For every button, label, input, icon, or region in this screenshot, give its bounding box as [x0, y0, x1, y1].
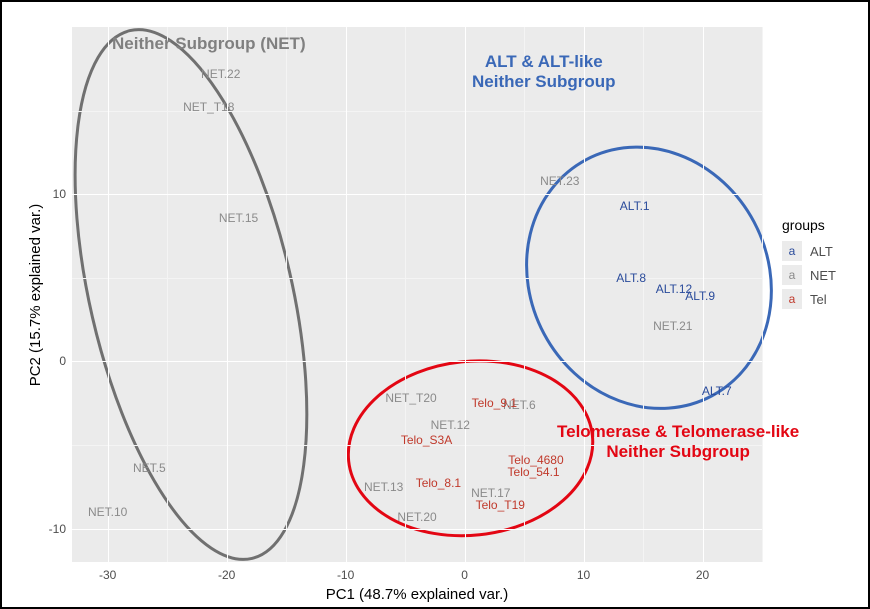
x-gridline [108, 27, 109, 562]
point-label: NET.22 [201, 67, 240, 81]
point-label: NET.5 [133, 461, 166, 475]
legend: groups a ALT a NET a Tel [782, 217, 836, 313]
point-label: NET.20 [397, 510, 436, 524]
x-tick-label: -30 [99, 568, 116, 582]
y-gridline [72, 529, 762, 530]
point-label: NET.21 [653, 319, 692, 333]
point-label: Telo_9.1 [472, 396, 517, 410]
x-gridline [465, 27, 466, 562]
plot-area: NET.22 NET_T18 NET.15 NET.5 NET.10 NET.23 ALT.… [72, 27, 762, 562]
x-gridline [167, 27, 168, 562]
legend-item: a NET [782, 265, 836, 285]
legend-label: NET [810, 268, 836, 283]
x-tick-label: 10 [577, 568, 590, 582]
x-tick-label: 20 [696, 568, 709, 582]
net-title: Neither Subgroup (NET) [112, 34, 306, 54]
point-label: NET_T18 [183, 100, 234, 114]
legend-title: groups [782, 217, 836, 233]
point-label: NET.13 [364, 480, 403, 494]
figure-frame: NET.22 NET_T18 NET.15 NET.5 NET.10 NET.23 ALT.… [0, 0, 870, 609]
y-axis-title: PC2 (15.7% explained var.) [27, 203, 44, 386]
point-label: NET.23 [540, 174, 579, 188]
point-label: Telo_8.1 [416, 476, 461, 490]
point-label: Telo_T19 [476, 498, 525, 512]
y-gridline [72, 361, 762, 362]
x-gridline [405, 27, 406, 562]
tel-title: Telomerase & Telomerase-likeNeither Subg… [557, 422, 799, 462]
point-label: Telo_S3A [401, 433, 452, 447]
x-tick-label: 0 [461, 568, 468, 582]
point-label: NET.10 [88, 505, 127, 519]
legend-label: Tel [810, 292, 827, 307]
y-gridline [72, 111, 762, 112]
legend-key: a [782, 265, 802, 285]
x-gridline [524, 27, 525, 562]
point-label: Telo_54.1 [508, 465, 560, 479]
x-gridline [643, 27, 644, 562]
x-axis-title: PC1 (48.7% explained var.) [326, 586, 509, 603]
alt-title: ALT & ALT-likeNeither Subgroup [472, 52, 616, 92]
x-gridline [584, 27, 585, 562]
y-gridline [72, 278, 762, 279]
point-label: ALT.1 [620, 199, 650, 213]
y-tick-label: 0 [59, 354, 66, 368]
x-gridline [762, 27, 763, 562]
x-tick-label: -10 [337, 568, 354, 582]
legend-item: a ALT [782, 241, 836, 261]
x-tick-label: -20 [218, 568, 235, 582]
legend-item: a Tel [782, 289, 836, 309]
point-label: NET_T20 [385, 391, 436, 405]
x-gridline [346, 27, 347, 562]
y-tick-label: -10 [49, 522, 66, 536]
net-ellipse [32, 8, 351, 581]
point-label: NET.12 [431, 418, 470, 432]
point-label: ALT.7 [702, 384, 732, 398]
point-label: ALT.9 [685, 289, 715, 303]
point-label: ALT.8 [616, 271, 646, 285]
y-gridline [72, 194, 762, 195]
x-gridline [286, 27, 287, 562]
legend-label: ALT [810, 244, 833, 259]
legend-key: a [782, 289, 802, 309]
legend-key: a [782, 241, 802, 261]
y-tick-label: 10 [53, 187, 66, 201]
point-label: NET.15 [219, 211, 258, 225]
